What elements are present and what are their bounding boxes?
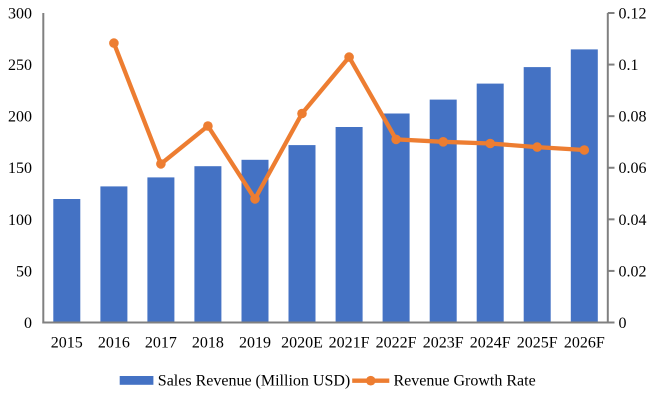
svg-text:0.06: 0.06 (619, 160, 647, 177)
svg-text:Sales Revenue (Million USD): Sales Revenue (Million USD) (158, 372, 350, 389)
svg-text:0.12: 0.12 (619, 6, 647, 23)
svg-text:2017: 2017 (145, 335, 177, 352)
svg-text:2025F: 2025F (517, 335, 558, 352)
svg-text:0: 0 (619, 315, 627, 332)
svg-text:2015: 2015 (51, 335, 83, 352)
svg-text:0: 0 (24, 315, 32, 332)
svg-text:2022F: 2022F (376, 335, 417, 352)
svg-text:2016: 2016 (98, 335, 130, 352)
svg-text:2020E: 2020E (281, 335, 323, 352)
svg-text:Revenue Growth Rate: Revenue Growth Rate (394, 372, 536, 389)
svg-text:200: 200 (8, 109, 32, 126)
svg-text:0.1: 0.1 (619, 57, 639, 74)
svg-text:250: 250 (8, 57, 32, 74)
svg-text:300: 300 (8, 6, 32, 23)
svg-text:2019: 2019 (239, 335, 271, 352)
svg-text:2026F: 2026F (564, 335, 605, 352)
svg-text:50: 50 (16, 263, 32, 280)
svg-text:100: 100 (8, 212, 32, 229)
svg-text:2024F: 2024F (470, 335, 511, 352)
svg-text:150: 150 (8, 160, 32, 177)
svg-text:2021F: 2021F (329, 335, 370, 352)
svg-text:0.08: 0.08 (619, 109, 647, 126)
svg-text:2018: 2018 (192, 335, 224, 352)
svg-text:0.02: 0.02 (619, 263, 647, 280)
svg-text:2023F: 2023F (423, 335, 464, 352)
svg-text:0.04: 0.04 (619, 212, 647, 229)
